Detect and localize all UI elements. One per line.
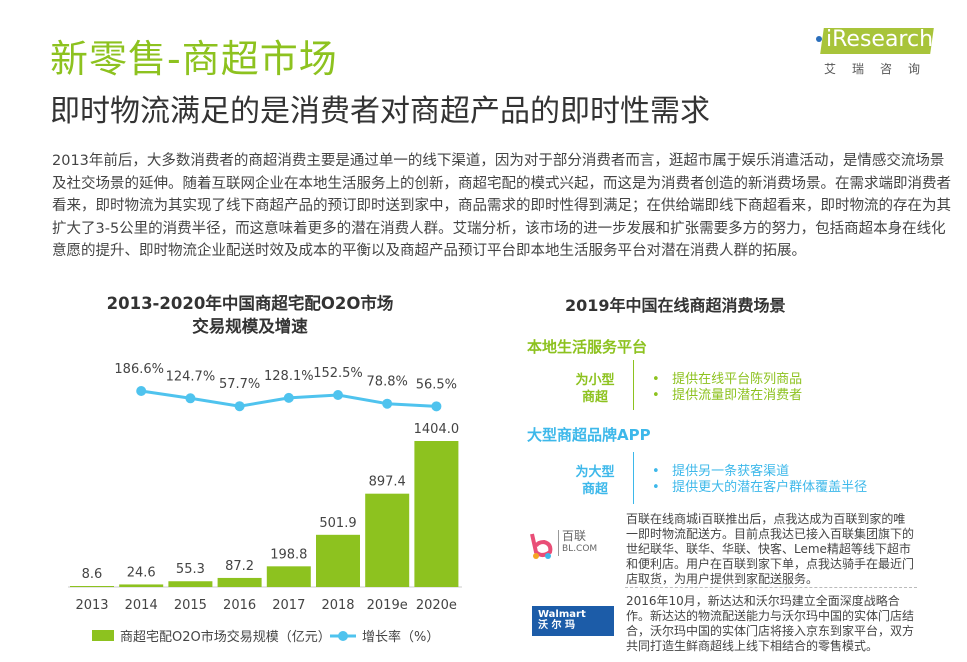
- section-tag: 为小型 商超: [575, 373, 615, 405]
- bullet-list: • 提供在线平台陈列商品 • 提供流量即潜在消费者: [652, 372, 803, 403]
- bar-data-label: 24.6: [127, 565, 156, 580]
- divider: [633, 452, 634, 504]
- x-tick-label: 2015: [174, 598, 207, 613]
- x-tick-label: 2014: [125, 598, 158, 613]
- logo-cn: 艾瑞咨询: [824, 62, 937, 76]
- growth-point: [234, 401, 245, 412]
- growth-point: [136, 385, 147, 396]
- bar: [119, 584, 164, 587]
- growth-data-label: 152.5%: [313, 366, 363, 381]
- section-tag: 为大型 商超: [575, 465, 615, 497]
- growth-point: [185, 393, 196, 404]
- legend-item-line: 增长率（%）: [330, 626, 439, 645]
- bar-line-chart: 8.6 2013 24.6 2014 55.3 2015 87.2 2016 198.8 2017…: [68, 362, 462, 613]
- bar: [266, 566, 311, 587]
- divider: [625, 587, 917, 588]
- growth-data-label: 186.6%: [114, 362, 164, 377]
- bar-data-label: 55.3: [176, 562, 205, 577]
- bar: [70, 586, 114, 587]
- bar-data-label: 897.4: [369, 475, 406, 490]
- bar-data-label: 501.9: [319, 516, 356, 531]
- bar: [217, 577, 262, 587]
- legend-swatch-line: [330, 630, 356, 641]
- section-heading-brand-app: 大型商超品牌APP: [527, 426, 651, 444]
- x-tick-label: 2016: [223, 598, 256, 613]
- chart-title: 2013-2020年中国商超宅配O2O市场: [106, 294, 394, 313]
- logo-text: iResearch: [826, 27, 934, 52]
- growth-data-label: 78.8%: [367, 375, 408, 390]
- case-text-walmart: 2016年10月，新达达和沃尔玛建立全面深度战略合作。新达达的物流配送能力与沃尔…: [626, 594, 915, 653]
- bar-data-label: 87.2: [225, 559, 254, 574]
- legend-label: 商超宅配O2O市场交易规模（亿元）: [120, 630, 331, 645]
- walmart-logo: Walmart 沃 尔 玛: [532, 606, 614, 636]
- x-tick-label: 2019e: [367, 598, 408, 613]
- section-heading-local-platform: 本地生活服务平台: [527, 338, 648, 356]
- growth-point: [283, 392, 294, 403]
- growth-data-label: 57.7%: [219, 377, 260, 392]
- growth-point: [431, 401, 442, 412]
- bar-data-label: 198.8: [270, 547, 307, 562]
- body-paragraph: 2013年前后，大多数消费者的商超消费主要是通过单一的线下渠道，因为对于部分消费…: [52, 153, 951, 259]
- bailian-logo-icon: [530, 533, 553, 559]
- page-subtitle: 即时物流满足的是消费者对商超产品的即时性需求: [50, 94, 710, 129]
- growth-point: [382, 398, 393, 409]
- x-tick-label: 2018: [321, 598, 354, 613]
- chart-title-line2: 交易规模及增速: [192, 317, 308, 336]
- bar: [316, 534, 360, 587]
- growth-data-label: 128.1%: [264, 369, 314, 384]
- bar-data-label: 1404.0: [414, 422, 460, 437]
- logo-dot-icon: [816, 36, 822, 42]
- case-text-bailian: 百联在线商城i百联推出后，点我达成为百联到家的唯一即时物流配送方。目前点我达已接…: [626, 512, 915, 586]
- growth-data-label: 124.7%: [166, 369, 216, 384]
- bar: [414, 441, 459, 587]
- bar: [168, 581, 213, 587]
- legend-label: 增长率（%）: [362, 630, 440, 645]
- x-tick-label: 2017: [272, 598, 305, 613]
- bar: [365, 493, 410, 587]
- bailian-logo: 百联 BL.COM: [528, 528, 608, 562]
- right-panel-title: 2019年中国在线商超消费场景: [565, 296, 786, 315]
- x-tick-label: 2013: [75, 598, 108, 613]
- x-tick-label: 2020e: [416, 598, 457, 613]
- divider: [633, 360, 634, 410]
- growth-point: [333, 390, 343, 401]
- bar-data-label: 8.6: [82, 567, 103, 582]
- legend-swatch-bar: [92, 630, 114, 641]
- page-title: 新零售-商超市场: [50, 37, 338, 81]
- bullet-list: • 提供另一条获客渠道 • 提供更大的潜在客户群体覆盖半径: [652, 464, 868, 495]
- iresearch-logo: iResearch 艾瑞咨询: [812, 24, 952, 84]
- legend-item-bar: 商超宅配O2O市场交易规模（亿元）: [92, 626, 331, 645]
- growth-data-label: 56.5%: [416, 377, 457, 392]
